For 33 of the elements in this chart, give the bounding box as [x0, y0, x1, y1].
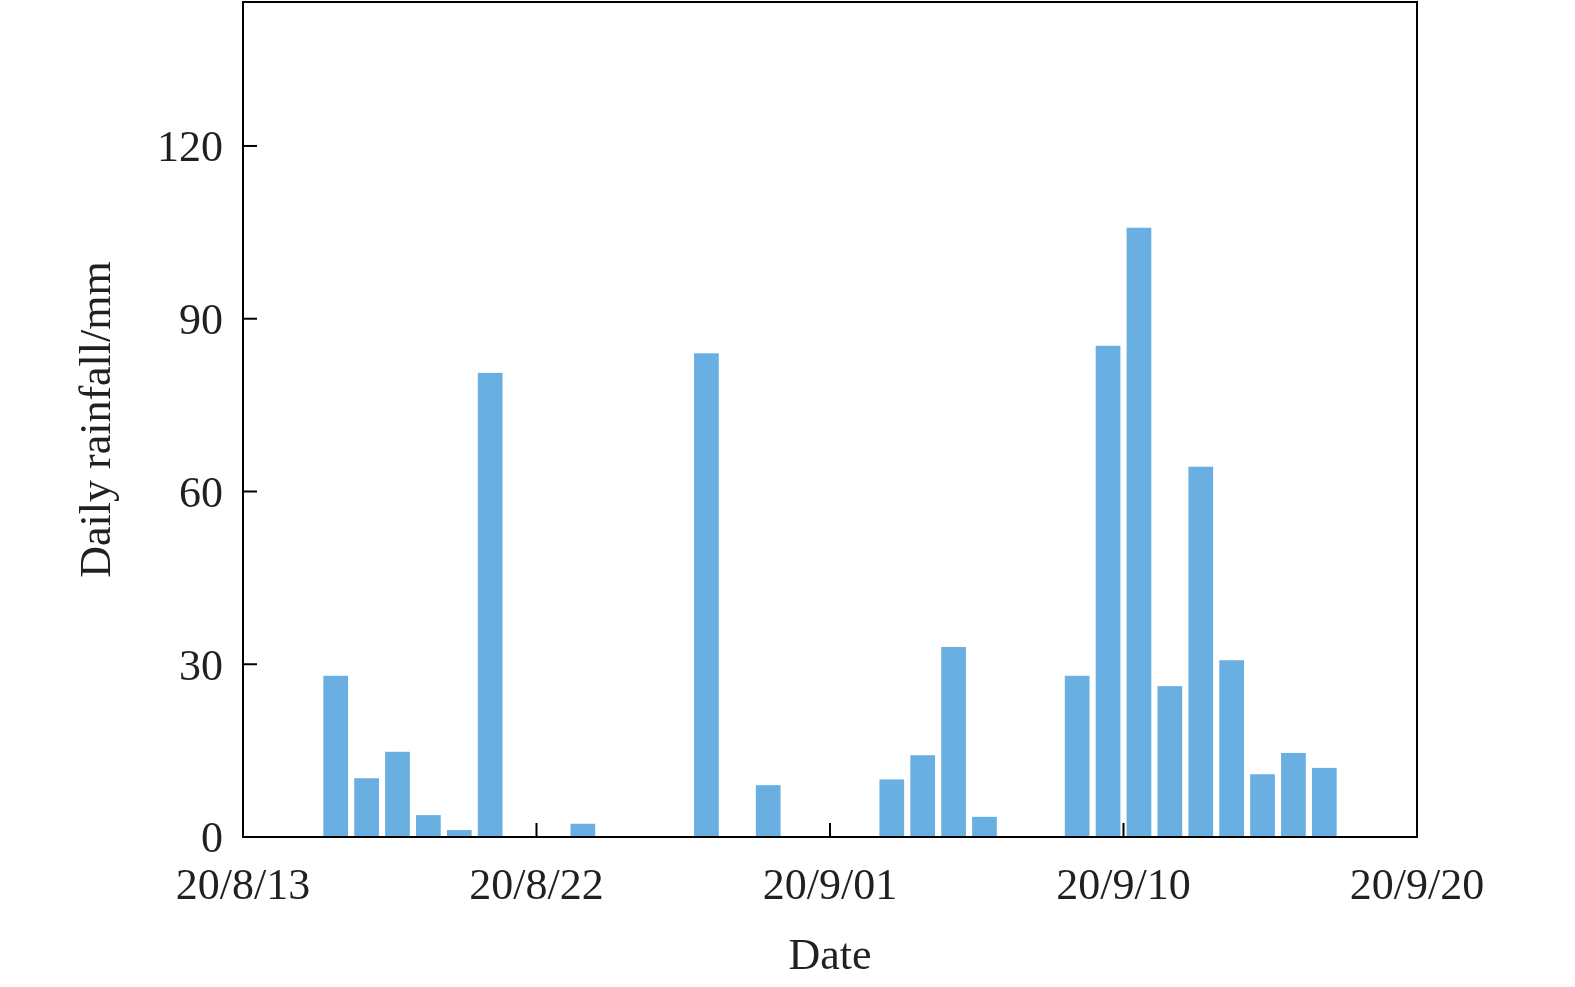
bar — [910, 755, 936, 837]
bar — [755, 785, 781, 837]
bar — [1064, 675, 1090, 837]
bar — [385, 751, 410, 837]
bar — [416, 815, 441, 837]
bar — [1188, 466, 1214, 837]
x-tick-label: 20/8/22 — [469, 860, 604, 909]
bar — [1281, 752, 1306, 837]
bar — [941, 646, 966, 837]
bar — [1311, 767, 1337, 837]
bar — [1157, 686, 1183, 837]
x-tick-label: 20/9/10 — [1056, 860, 1191, 909]
bar — [879, 779, 905, 837]
bar — [694, 353, 719, 837]
bar — [570, 823, 596, 837]
y-tick-label: 90 — [179, 295, 223, 345]
y-tick-label: 30 — [179, 640, 223, 690]
bar — [1095, 345, 1121, 837]
bar — [1219, 660, 1244, 837]
x-axis-title: Date — [788, 930, 872, 979]
bar — [1126, 227, 1152, 837]
y-tick-label: 60 — [179, 467, 223, 517]
bar — [477, 372, 503, 837]
bar — [323, 675, 349, 837]
y-axis-title: Daily rainfall/mm — [71, 261, 120, 578]
x-tick-label: 20/8/13 — [175, 860, 311, 909]
bar — [354, 778, 379, 837]
bar — [972, 816, 997, 837]
y-tick-label: 120 — [157, 122, 223, 172]
bar — [1250, 774, 1275, 837]
x-tick-label: 20/9/20 — [1349, 860, 1485, 909]
x-tick-label: 20/9/01 — [762, 860, 898, 909]
y-tick-label: 0 — [201, 813, 223, 863]
